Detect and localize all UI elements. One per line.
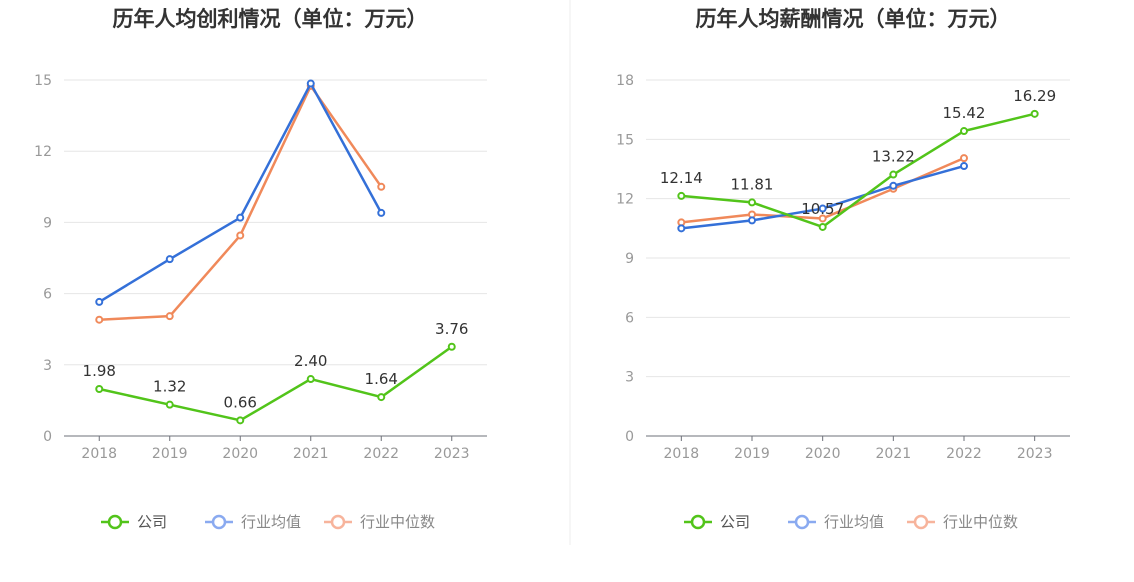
x-tick-label: 2019 — [734, 446, 770, 462]
legend-item-industry-median[interactable]: 行业中位数 — [324, 513, 435, 531]
data-point-company[interactable] — [95, 385, 104, 394]
data-label: 11.81 — [731, 175, 774, 193]
chart-title: 历年人均创利情况（单位：万元） — [113, 7, 428, 31]
legend-label: 行业均值 — [241, 513, 301, 531]
data-point-industry-avg[interactable] — [818, 204, 827, 213]
legend-item-company[interactable]: 公司 — [684, 513, 750, 531]
data-label: 0.66 — [224, 393, 257, 411]
data-point-company[interactable] — [677, 191, 686, 200]
legend-label: 行业中位数 — [360, 513, 435, 531]
y-tick-label: 3 — [625, 370, 634, 386]
data-point-company[interactable] — [165, 400, 174, 409]
data-label: 1.64 — [365, 370, 398, 388]
series-line-industry-avg — [98, 82, 383, 303]
chart-title: 历年人均薪酬情况（单位：万元） — [696, 7, 1011, 31]
x-tick-label: 2019 — [152, 446, 188, 462]
data-label: 1.98 — [83, 362, 116, 380]
legend-label: 公司 — [137, 513, 167, 531]
data-label: 1.32 — [153, 378, 186, 396]
data-point-company[interactable] — [1030, 109, 1039, 118]
data-point-industry-avg[interactable] — [95, 297, 104, 306]
y-tick-label: 9 — [625, 251, 634, 267]
data-point-company[interactable] — [748, 198, 756, 207]
x-tick-label: 2018 — [81, 446, 117, 462]
data-point-industry-avg[interactable] — [306, 79, 315, 88]
data-point-industry-avg[interactable] — [236, 213, 245, 222]
salary-per-capita-chart: 历年人均薪酬情况（单位：万元） 0 3 6 9 12 15 18 2018 2019 2020 202… — [616, 7, 1070, 531]
x-tick-label: 2018 — [664, 446, 700, 462]
legend-label: 行业均值 — [824, 513, 884, 531]
data-label: 3.76 — [435, 320, 468, 338]
data-label: 15.42 — [943, 104, 986, 122]
x-tick-label: 2023 — [434, 446, 470, 462]
data-point-industry-median[interactable] — [165, 312, 174, 321]
legend-marker — [107, 514, 123, 530]
legend-item-company[interactable]: 公司 — [101, 513, 167, 531]
y-tick-label: 0 — [625, 429, 634, 445]
data-point-company[interactable] — [306, 375, 315, 384]
y-tick-label: 6 — [43, 287, 52, 303]
y-tick-label: 15 — [616, 132, 634, 148]
y-tick-label: 15 — [34, 73, 52, 89]
y-tick-label: 18 — [616, 73, 634, 89]
data-point-industry-avg[interactable] — [889, 181, 898, 190]
data-label: 2.40 — [294, 352, 327, 370]
x-tick-label: 2021 — [293, 446, 329, 462]
x-tick-label: 2021 — [876, 446, 912, 462]
series-line-company — [681, 112, 1035, 229]
series-line-industry-median — [99, 84, 383, 321]
data-point-industry-avg[interactable] — [165, 255, 174, 264]
data-point-industry-median[interactable] — [818, 214, 827, 223]
legend-item-industry-avg[interactable]: 行业均值 — [788, 513, 884, 531]
y-tick-label: 9 — [43, 215, 52, 231]
data-point-company[interactable] — [889, 170, 898, 179]
x-tick-label: 2020 — [222, 446, 258, 462]
legend-item-industry-avg[interactable]: 行业均值 — [205, 513, 301, 531]
legend-marker — [330, 514, 346, 530]
x-tick-label: 2020 — [805, 446, 841, 462]
legend-marker — [690, 514, 706, 530]
y-tick-label: 0 — [43, 429, 52, 445]
y-tick-label: 12 — [616, 192, 634, 208]
data-point-company[interactable] — [960, 127, 968, 136]
data-point-industry-median[interactable] — [236, 231, 245, 240]
legend-label: 行业中位数 — [943, 513, 1018, 531]
data-point-industry-avg[interactable] — [377, 208, 386, 217]
data-label: 12.14 — [660, 169, 703, 187]
data-point-industry-median[interactable] — [377, 182, 386, 191]
x-tick-label: 2023 — [1017, 446, 1053, 462]
data-point-industry-median[interactable] — [95, 315, 104, 324]
y-tick-label: 3 — [43, 358, 52, 374]
y-tick-label: 6 — [625, 310, 634, 326]
profit-per-capita-chart: 历年人均创利情况（单位：万元） 0 3 6 9 12 15 2018 2019 2020 2021 2… — [34, 7, 487, 531]
legend-marker — [211, 514, 227, 530]
legend-label: 公司 — [720, 513, 750, 531]
data-point-industry-median[interactable] — [960, 154, 968, 163]
data-label: 10.57 — [801, 200, 844, 218]
data-point-company[interactable] — [818, 222, 827, 231]
x-tick-label: 2022 — [946, 446, 982, 462]
data-label: 13.22 — [872, 148, 915, 166]
data-label: 16.29 — [1013, 87, 1056, 105]
data-point-company[interactable] — [377, 393, 386, 402]
legend-item-industry-median[interactable]: 行业中位数 — [907, 513, 1018, 531]
y-tick-label: 12 — [34, 144, 52, 160]
data-point-company[interactable] — [447, 342, 456, 351]
data-point-industry-avg[interactable] — [960, 162, 968, 171]
data-point-industry-avg[interactable] — [748, 216, 756, 225]
series-line-company — [98, 345, 453, 422]
legend-marker — [794, 514, 810, 530]
x-tick-label: 2022 — [363, 446, 399, 462]
data-point-industry-avg[interactable] — [677, 224, 686, 233]
legend-marker — [913, 514, 929, 530]
data-point-company[interactable] — [236, 416, 245, 425]
